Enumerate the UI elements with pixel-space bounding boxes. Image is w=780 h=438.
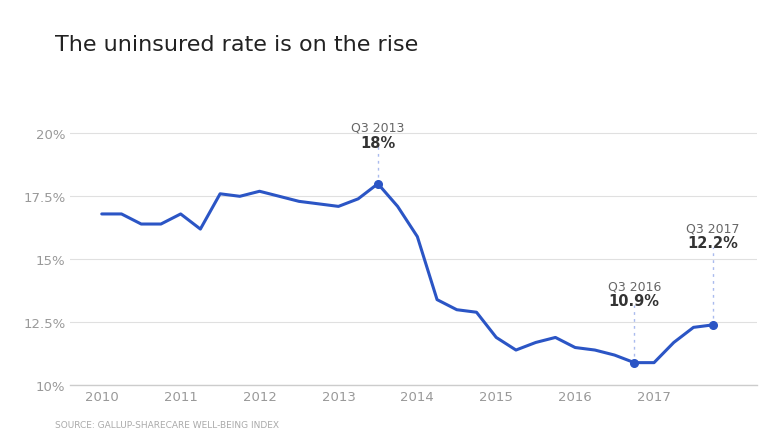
Text: 18%: 18% (360, 135, 395, 150)
Text: Q3 2017: Q3 2017 (686, 222, 740, 235)
Text: The uninsured rate is on the rise: The uninsured rate is on the rise (55, 35, 418, 55)
Text: Q3 2013: Q3 2013 (351, 121, 405, 134)
Text: SOURCE: GALLUP-SHARECARE WELL-BEING INDEX: SOURCE: GALLUP-SHARECARE WELL-BEING INDE… (55, 420, 278, 429)
Text: Q3 2016: Q3 2016 (608, 279, 661, 293)
Text: 10.9%: 10.9% (609, 293, 660, 309)
Text: 12.2%: 12.2% (688, 236, 739, 251)
